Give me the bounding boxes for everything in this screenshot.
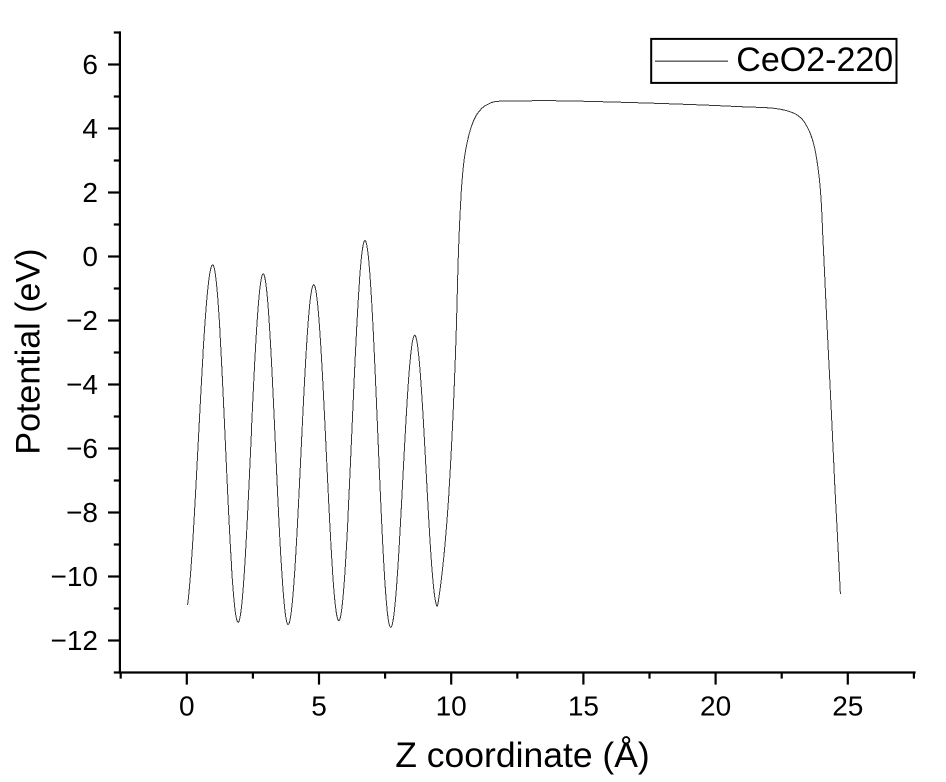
svg-text:−12: −12	[51, 625, 99, 656]
svg-text:0: 0	[82, 241, 98, 272]
svg-text:−10: −10	[51, 561, 99, 592]
svg-text:−8: −8	[66, 497, 98, 528]
svg-text:−2: −2	[66, 305, 98, 336]
svg-text:−4: −4	[66, 369, 98, 400]
svg-text:−6: −6	[66, 433, 98, 464]
svg-text:CeO2-220: CeO2-220	[736, 41, 893, 79]
svg-text:25: 25	[832, 691, 863, 722]
svg-text:15: 15	[568, 691, 599, 722]
svg-text:6: 6	[82, 49, 98, 80]
svg-text:2: 2	[82, 177, 98, 208]
svg-text:Z coordinate (Å): Z coordinate (Å)	[395, 735, 650, 775]
svg-text:10: 10	[436, 691, 467, 722]
svg-text:20: 20	[700, 691, 731, 722]
svg-text:4: 4	[82, 113, 98, 144]
svg-text:0: 0	[179, 691, 195, 722]
svg-text:5: 5	[311, 691, 327, 722]
svg-text:Potential (eV): Potential (eV)	[9, 249, 47, 455]
